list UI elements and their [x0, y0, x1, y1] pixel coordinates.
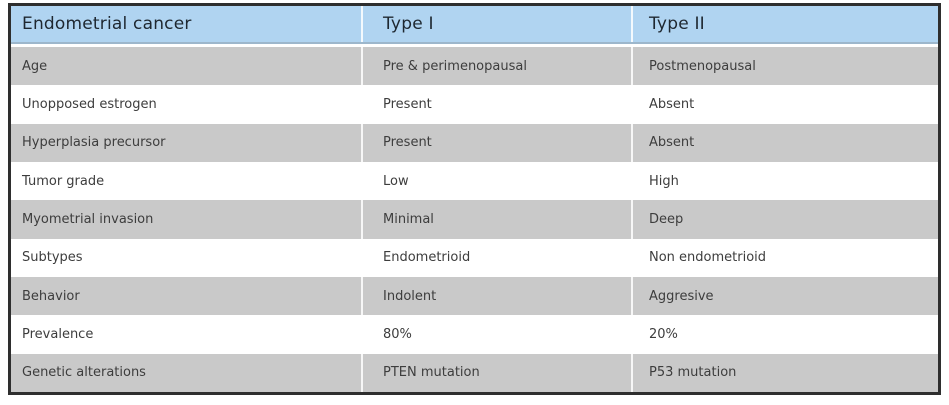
row-label-cell: Tumor grade [22, 173, 105, 189]
type2-cell: Deep [631, 200, 938, 239]
type1-cell: Indolent [361, 276, 631, 316]
type1-cell: Low [361, 161, 631, 201]
type1-cell: Endometrioid [361, 238, 631, 277]
type2-cell: Postmenopausal [631, 47, 938, 86]
type2-cell: High [631, 161, 938, 201]
type1-cell: Minimal [361, 200, 631, 239]
row-label-cell: Myometrial invasion [22, 211, 154, 227]
type1-cell: Present [361, 123, 631, 162]
table-row-subtypes: Subtypes Endometrioid Non endometrioid [11, 238, 938, 277]
table-row-prevalence: Prevalence 80% 20% [11, 315, 938, 354]
table-row-tumor-grade: Tumor grade Low High [11, 161, 938, 201]
endometrial-cancer-comparison-table: Endometrial cancer Type I Type II Age Pr… [8, 3, 941, 395]
type2-cell: Absent [631, 85, 938, 124]
row-label-cell: Age [22, 58, 48, 74]
header-cell-type2: Type II [631, 6, 938, 42]
table-row-hyperplasia-precursor: Hyperplasia precursor Present Absent [11, 123, 938, 162]
type2-cell: P53 mutation [631, 353, 938, 392]
table-row-behavior: Behavior Indolent Aggresive [11, 276, 938, 316]
header-cell-title: Endometrial cancer [22, 14, 192, 34]
table-row-genetic-alterations: Genetic alterations PTEN mutation P53 mu… [11, 353, 938, 392]
type2-cell: Absent [631, 123, 938, 162]
row-label-cell: Prevalence [22, 326, 94, 342]
table-header-row: Endometrial cancer Type I Type II [11, 6, 938, 44]
table-row-unopposed-estrogen: Unopposed estrogen Present Absent [11, 85, 938, 124]
row-label-cell: Genetic alterations [22, 365, 146, 381]
type1-cell: PTEN mutation [361, 353, 631, 392]
row-label-cell: Hyperplasia precursor [22, 135, 166, 151]
row-label-cell: Behavior [22, 288, 80, 304]
type1-cell: Present [361, 85, 631, 124]
table-row-myometrial-invasion: Myometrial invasion Minimal Deep [11, 200, 938, 239]
type1-cell: Pre & perimenopausal [361, 47, 631, 86]
table-row-age: Age Pre & perimenopausal Postmenopausal [11, 47, 938, 86]
header-cell-type1: Type I [361, 6, 631, 42]
type1-cell: 80% [361, 315, 631, 354]
type2-cell: Non endometrioid [631, 238, 938, 277]
type2-cell: Aggresive [631, 276, 938, 316]
row-label-cell: Subtypes [22, 250, 83, 266]
type2-cell: 20% [631, 315, 938, 354]
row-label-cell: Unopposed estrogen [22, 96, 157, 112]
